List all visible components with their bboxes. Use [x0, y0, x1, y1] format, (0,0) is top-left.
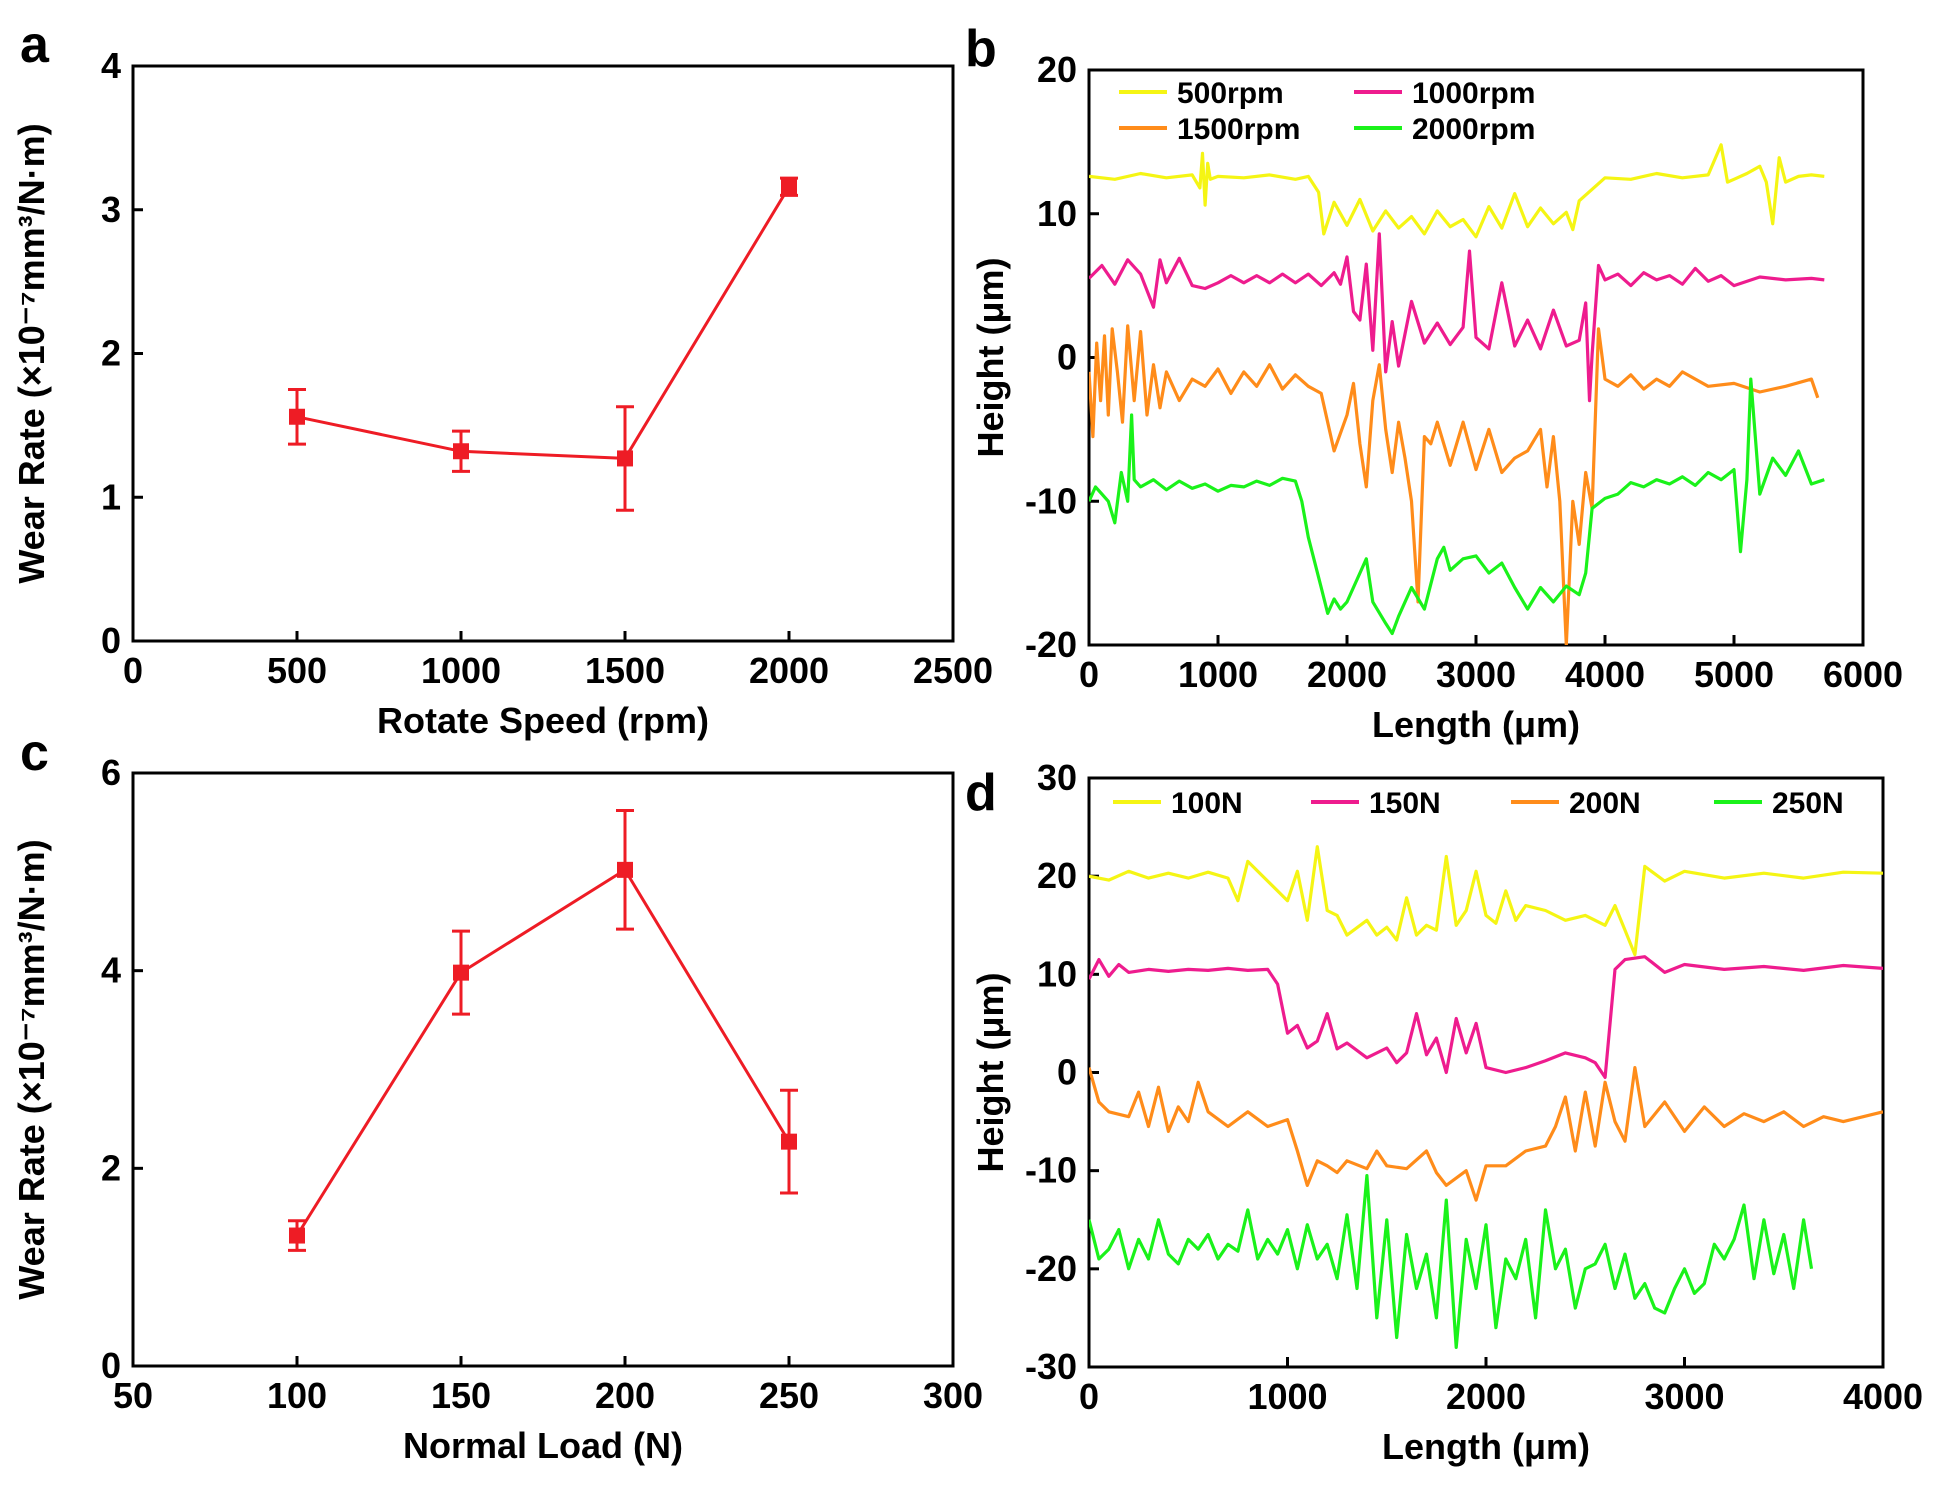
panel-label-d: d	[965, 764, 997, 822]
x-tick-label-b: 6000	[1823, 654, 1903, 695]
series-line-b-2	[1089, 324, 1820, 645]
y-tick-label-d: -20	[1025, 1248, 1077, 1289]
plot-frame-c	[131, 771, 955, 1368]
x-tick-label-b: 0	[1079, 654, 1099, 695]
y-tick-label-b: -20	[1025, 624, 1077, 665]
x-tick-label-d: 0	[1079, 1376, 1099, 1417]
panel-label-c: c	[20, 724, 49, 782]
series-line-d-3	[1089, 1173, 1814, 1350]
x-tick-label-b: 3000	[1436, 654, 1516, 695]
panel-c: c 50 100 150 200 250 300 0 2 4 6 Normal Load (N) Wea…	[11, 724, 983, 1466]
legend-label-d: 250N	[1772, 787, 1844, 820]
data-point-c	[781, 1133, 797, 1150]
y-tick-label-b: 0	[1057, 337, 1077, 378]
y-tick-label-d: 0	[1057, 1052, 1077, 1093]
x-tick-label-a: 0	[123, 650, 143, 691]
x-tick-label-a: 2000	[749, 650, 829, 691]
series-line-d-1	[1089, 955, 1883, 1080]
y-tick-label-b: 10	[1037, 193, 1077, 234]
y-tick-label-b: -10	[1025, 480, 1077, 521]
data-point-c	[617, 861, 633, 878]
panel-a: a 0 500 1000 1500 2000 2500 0 1 2 3 4 Rotate Speed (…	[11, 16, 993, 741]
y-tick-label-d: 10	[1037, 953, 1077, 994]
y-tick-label-b: 20	[1037, 49, 1077, 90]
panel-label-b: b	[965, 20, 997, 78]
x-tick-label-c: 100	[267, 1375, 327, 1416]
y-tick-label-d: -10	[1025, 1150, 1077, 1191]
legend-label-d: 150N	[1369, 787, 1441, 820]
x-tick-label-d: 3000	[1644, 1376, 1724, 1417]
y-axis-title-a: Wear Rate (×10⁻⁷mm³/N·m)	[11, 123, 52, 583]
y-tick-label-d: -30	[1025, 1346, 1077, 1387]
legend-label-b: 500rpm	[1177, 77, 1284, 110]
x-tick-label-c: 250	[759, 1375, 819, 1416]
plot-frame-d	[1087, 776, 1885, 1369]
legend-label-d: 100N	[1171, 787, 1243, 820]
y-tick-label-a: 2	[101, 333, 121, 374]
x-tick-label-c: 200	[595, 1375, 655, 1416]
x-tick-label-b: 5000	[1694, 654, 1774, 695]
series-line-b-1	[1089, 232, 1825, 403]
y-axis-title-c: Wear Rate (×10⁻⁷mm³/N·m)	[11, 839, 52, 1299]
y-tick-label-a: 1	[101, 476, 121, 517]
data-point-a	[453, 443, 469, 460]
panel-b: b 0 1000 2000 3000 4000 5000 6000 -20 -10 0 10 20 Len…	[965, 20, 1903, 745]
data-point-a	[617, 450, 633, 467]
x-tick-label-b: 2000	[1307, 654, 1387, 695]
data-point-a	[289, 408, 305, 425]
x-tick-label-b: 4000	[1565, 654, 1645, 695]
x-axis-title-c: Normal Load (N)	[403, 1425, 683, 1466]
y-tick-label-c: 0	[101, 1345, 121, 1386]
x-tick-label-a: 500	[267, 650, 327, 691]
data-point-a	[781, 178, 797, 195]
series-line-a-0	[296, 186, 791, 460]
plot-frame-a	[131, 64, 955, 643]
x-tick-label-b: 1000	[1178, 654, 1258, 695]
x-tick-label-c: 50	[113, 1375, 153, 1416]
panel-d: d 0 1000 2000 3000 4000 -30 -20 -10 0 10 20 30 Length…	[965, 757, 1923, 1467]
x-tick-label-c: 150	[431, 1375, 491, 1416]
series-line-d-2	[1089, 1065, 1883, 1202]
legend-label-b: 2000rpm	[1412, 113, 1535, 146]
y-tick-label-d: 30	[1037, 757, 1077, 798]
series-line-c-0	[295, 868, 791, 1237]
data-point-c	[289, 1227, 305, 1244]
y-tick-label-c: 6	[101, 752, 121, 793]
y-tick-label-d: 20	[1037, 855, 1077, 896]
x-tick-label-a: 1500	[585, 650, 665, 691]
data-point-c	[453, 964, 469, 981]
x-tick-label-d: 4000	[1843, 1376, 1923, 1417]
series-line-b-0	[1089, 143, 1825, 239]
y-tick-label-a: 0	[101, 620, 121, 661]
y-tick-label-a: 3	[101, 189, 121, 230]
x-tick-label-a: 1000	[421, 650, 501, 691]
x-tick-label-d: 1000	[1247, 1376, 1327, 1417]
y-axis-title-b: Height (μm)	[970, 257, 1011, 457]
legend-label-b: 1500rpm	[1177, 113, 1300, 146]
x-axis-title-b: Length (μm)	[1372, 704, 1580, 745]
y-tick-label-c: 2	[101, 1147, 121, 1188]
x-axis-title-d: Length (μm)	[1382, 1426, 1590, 1467]
legend-label-b: 1000rpm	[1412, 77, 1535, 110]
series-line-d-0	[1089, 845, 1883, 957]
legend-label-d: 200N	[1569, 787, 1641, 820]
x-axis-title-a: Rotate Speed (rpm)	[377, 700, 709, 741]
panel-label-a: a	[20, 16, 50, 74]
series-line-b-3	[1089, 377, 1825, 636]
x-tick-label-c: 300	[923, 1375, 983, 1416]
y-tick-label-a: 4	[101, 45, 121, 86]
x-tick-label-a: 2500	[913, 650, 993, 691]
y-tick-label-c: 4	[101, 950, 121, 991]
x-tick-label-d: 2000	[1446, 1376, 1526, 1417]
y-axis-title-d: Height (μm)	[970, 972, 1011, 1172]
plot-frame-b	[1087, 68, 1865, 647]
